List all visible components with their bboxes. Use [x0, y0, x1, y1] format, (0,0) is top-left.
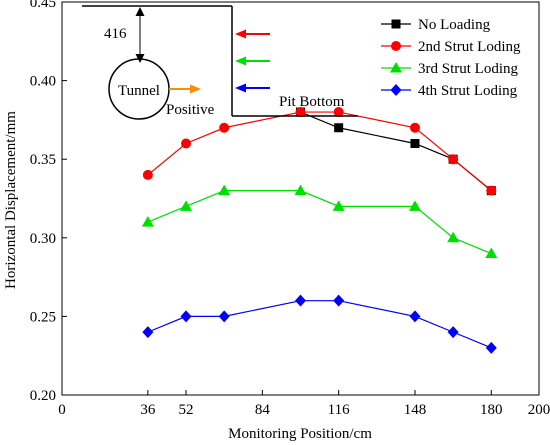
data-point — [333, 107, 344, 118]
data-point — [333, 294, 345, 307]
positive-arrow-icon — [190, 84, 201, 94]
strut-arrow-icon — [235, 29, 246, 39]
data-point — [295, 107, 306, 118]
legend-entry: 2nd Strut Loding — [381, 39, 521, 55]
plot-frame — [61, 1, 540, 396]
data-point — [294, 184, 307, 196]
depth-label: 416 — [104, 26, 127, 42]
y-tick-label: 0.20 — [30, 388, 56, 404]
x-tick-label: 148 — [404, 402, 427, 418]
data-point — [142, 326, 154, 339]
data-point — [485, 341, 497, 354]
x-axis-title: Monitoring Position/cm — [228, 426, 372, 442]
x-tick-label: 180 — [480, 402, 503, 418]
data-point — [447, 231, 460, 243]
x-tick-label: 200 — [528, 402, 550, 418]
data-point — [486, 185, 497, 196]
legend-marker — [390, 84, 402, 96]
data-point — [332, 200, 345, 211]
y-tick-label: 0.25 — [30, 309, 56, 325]
data-point — [410, 138, 420, 148]
data-point — [142, 169, 153, 180]
legend-label: 4th Strut Loding — [418, 83, 518, 99]
tunnel-label: Tunnel — [118, 83, 160, 99]
y-axis-title: Horizontal Displacement/mm — [3, 111, 19, 289]
x-tick-label: 0 — [58, 402, 66, 418]
series-line — [147, 300, 492, 349]
data-point — [485, 247, 498, 259]
legend-label: 2nd Strut Loding — [418, 39, 521, 55]
data-point — [141, 216, 154, 227]
legend: No Loading 2nd Strut Loding 3rd Strut Lodi… — [381, 17, 521, 99]
legend-marker — [390, 62, 402, 73]
x-tick-label: 116 — [328, 402, 350, 418]
y-tick-label: 0.45 — [30, 0, 56, 11]
data-point — [180, 310, 192, 323]
data-point — [219, 122, 230, 133]
series-line — [147, 111, 492, 192]
positive-label: Positive — [166, 102, 215, 118]
x-tick-label: 84 — [255, 402, 271, 418]
series-4 — [142, 294, 497, 354]
legend-entry: No Loading — [381, 17, 491, 33]
legend-label: 3rd Strut Loding — [418, 61, 518, 77]
data-point — [408, 200, 421, 211]
data-point — [334, 123, 344, 133]
data-point — [180, 200, 193, 211]
x-tick-label: 36 — [140, 402, 156, 418]
axis-ticks: 0 36 52 84 116 148 180 200 0.20 0.25 0.30 0.35 0.40 0… — [30, 0, 550, 418]
data-point — [447, 326, 459, 339]
y-tick-label: 0.35 — [30, 152, 56, 168]
series-layer — [141, 107, 498, 354]
pit-bottom-label: Pit Bottom — [279, 94, 345, 110]
legend-label: No Loading — [418, 17, 491, 33]
x-tick-label: 52 — [179, 402, 194, 418]
depth-arrow-up-icon — [135, 7, 145, 16]
legend-marker — [391, 19, 401, 29]
y-tick-label: 0.30 — [30, 231, 56, 247]
series-1 — [296, 107, 496, 196]
strut-arrows — [235, 29, 270, 93]
legend-marker — [391, 41, 401, 51]
excavation-inset: 416 Tunnel Positive Pit Bottom — [82, 5, 358, 120]
data-point — [218, 310, 230, 323]
legend-entry: 4th Strut Loding — [381, 83, 518, 99]
data-point — [181, 138, 192, 149]
data-point — [295, 294, 306, 307]
strut-arrow-icon — [235, 83, 246, 93]
data-point — [409, 310, 421, 323]
legend-entry: 3rd Strut Loding — [381, 61, 518, 77]
data-point — [448, 154, 459, 165]
strut-arrow-icon — [235, 56, 246, 66]
series-line — [147, 190, 492, 255]
data-point — [409, 122, 420, 133]
series-2 — [142, 107, 497, 196]
data-point — [218, 184, 231, 196]
y-tick-label: 0.40 — [30, 74, 56, 90]
series-3 — [141, 184, 498, 259]
